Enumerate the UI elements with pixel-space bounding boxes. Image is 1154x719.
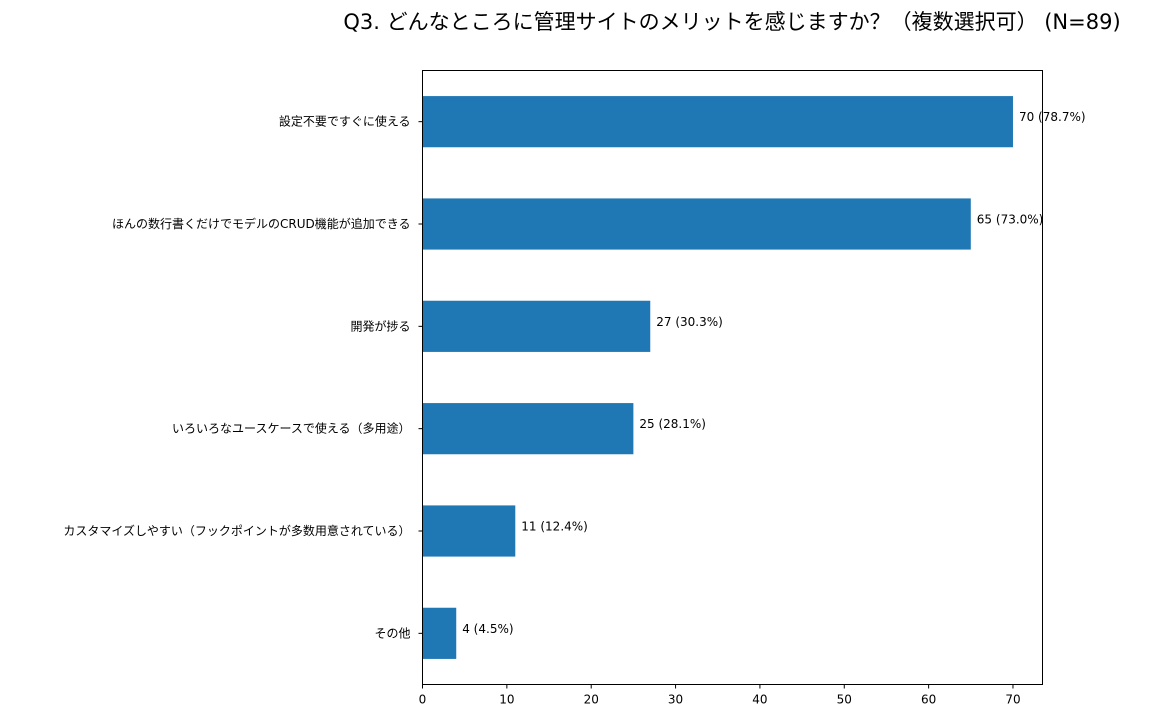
- category-label: 設定不要ですぐに使える: [279, 114, 411, 129]
- value-labels-group: 70 (78.7%) 65 (73.0%) 27 (30.3%) 25 (28.1%)…: [462, 110, 1085, 636]
- value-label: 70 (78.7%): [1019, 110, 1086, 124]
- x-tick-label: 20: [584, 693, 599, 707]
- x-tick-label: 70: [1005, 693, 1020, 707]
- value-label: 4 (4.5%): [462, 622, 513, 636]
- bar: [422, 607, 457, 659]
- x-axis: 0 10 20 30 40 50 60 70: [419, 684, 1021, 707]
- x-tick-label: 60: [921, 693, 936, 707]
- x-tick-label: 0: [419, 693, 427, 707]
- category-labels-group: 設定不要ですぐに使えるほんの数行書くだけでモデルのCRUD機能が追加できる開発が…: [63, 114, 423, 640]
- x-tick-label: 30: [668, 693, 683, 707]
- x-tick-label: 40: [752, 693, 767, 707]
- bar: [422, 403, 634, 455]
- category-label: いろいろなユースケースで使える（多用途）: [172, 421, 410, 436]
- value-label: 65 (73.0%): [977, 213, 1044, 227]
- bar: [422, 505, 516, 557]
- category-label: ほんの数行書くだけでモデルのCRUD機能が追加できる: [112, 216, 411, 231]
- bar: [422, 96, 1013, 148]
- chart-title: Q3. どんなところに管理サイトのメリットを感じますか？（複数選択可） (N=8…: [343, 10, 1120, 34]
- value-label: 25 (28.1%): [639, 417, 706, 431]
- plot-frame: [422, 70, 1043, 685]
- value-label: 11 (12.4%): [521, 520, 588, 534]
- bar: [422, 300, 651, 352]
- value-label: 27 (30.3%): [656, 315, 723, 329]
- category-label: 開発が捗る: [350, 318, 410, 333]
- x-tick-label: 10: [499, 693, 514, 707]
- category-label: その他: [374, 626, 410, 640]
- category-label: カスタマイズしやすい（フックポイントが多数用意されている）: [63, 523, 410, 538]
- x-tick-label: 50: [837, 693, 852, 707]
- bars-group: [422, 96, 1013, 659]
- bar: [422, 198, 971, 250]
